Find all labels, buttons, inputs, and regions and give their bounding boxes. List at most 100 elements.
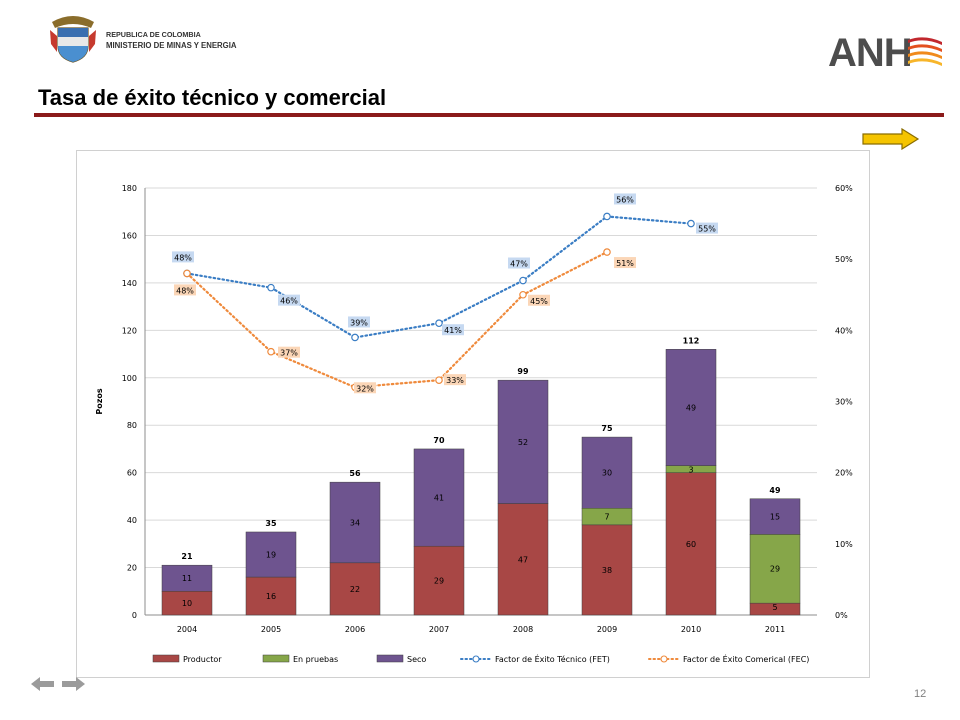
- point-label-box: [174, 284, 196, 296]
- y2-tick-label: 30%: [835, 398, 853, 407]
- government-line-1: REPUBLICA DE COLOMBIA: [106, 30, 201, 39]
- ministry-logo: REPUBLICA DE COLOMBIA MINISTERIO DE MINA…: [46, 12, 246, 68]
- bar-value-label: 7: [604, 513, 609, 522]
- bar-segment: [245, 531, 297, 578]
- bar-segment: [749, 534, 801, 604]
- legend-swatch: [262, 654, 290, 663]
- bar-total-label: 21: [181, 552, 193, 561]
- bar-value-label: 30: [602, 469, 612, 478]
- point-label: 48%: [174, 253, 192, 262]
- x-tick-label: 2008: [513, 625, 533, 634]
- y2-tick-label: 10%: [835, 540, 853, 549]
- bar-value-label: 34: [350, 518, 360, 527]
- legend-swatch: [152, 654, 180, 663]
- point-label-box: [508, 257, 530, 269]
- bar-value-label: 16: [266, 592, 276, 601]
- bar-value-label: 11: [182, 574, 192, 583]
- y-tick-label: 80: [127, 421, 137, 430]
- ministry-name: MINISTERIO DE MINAS Y ENERGIA: [106, 41, 237, 50]
- y2-tick-label: 60%: [835, 184, 853, 193]
- legend-label: En pruebas: [293, 655, 338, 664]
- series-point: [603, 212, 611, 221]
- bar-total-label: 56: [349, 469, 361, 478]
- y-tick-label: 160: [122, 231, 137, 240]
- series-point: [267, 283, 275, 292]
- coat-of-arms-icon: [50, 16, 96, 63]
- bar-value-label: 10: [182, 599, 192, 608]
- series-point: [183, 269, 191, 278]
- y2-tick-label: 40%: [835, 326, 853, 335]
- y-tick-label: 40: [127, 516, 137, 525]
- bar-segment: [497, 503, 549, 616]
- next-slide-small-arrow-icon[interactable]: [62, 677, 85, 691]
- legend-label: Productor: [183, 655, 222, 664]
- anh-flame-stripes-icon: [908, 37, 942, 66]
- point-label: 41%: [444, 326, 462, 335]
- bar-value-label: 22: [350, 585, 360, 594]
- y-axis-label: Pozos: [95, 388, 104, 415]
- bar-segment: [329, 481, 381, 564]
- legend-label: Factor de Éxito Comerical (FEC): [683, 653, 809, 664]
- bar-value-label: 5: [772, 603, 777, 612]
- point-label-box: [354, 382, 376, 394]
- anh-logo-text: ANH: [828, 31, 913, 75]
- point-label: 47%: [510, 260, 528, 269]
- x-tick-label: 2006: [345, 625, 365, 634]
- x-tick-label: 2007: [429, 625, 449, 634]
- page-number: 12: [914, 688, 927, 700]
- point-label-box: [696, 222, 718, 234]
- point-label-box: [444, 374, 466, 386]
- y2-tick-label: 50%: [835, 255, 853, 264]
- x-tick-label: 2005: [261, 625, 281, 634]
- bar-total-label: 70: [433, 436, 445, 445]
- point-label: 32%: [356, 384, 374, 393]
- legend-swatch: [376, 654, 404, 663]
- chart-frame: 0 20 40 60 80 100 120 140 160 180 0% 10% 20% 30% 40% 50…: [76, 150, 870, 678]
- point-label-box: [614, 257, 636, 269]
- series-point: [435, 319, 443, 328]
- legend-label: Factor de Éxito Técnico (FET): [495, 653, 610, 664]
- series-line: [185, 250, 609, 389]
- bar-segment: [329, 562, 381, 616]
- bar-value-label: 3: [688, 466, 693, 475]
- y-tick-label: 120: [122, 326, 137, 335]
- y-tick-label: 180: [122, 184, 137, 193]
- point-label-box: [278, 294, 300, 306]
- bar-value-label: 49: [686, 403, 696, 412]
- series-point: [435, 376, 443, 384]
- point-label: 48%: [176, 286, 194, 295]
- y-tick-label: 60: [127, 469, 137, 478]
- series-point: [267, 347, 275, 356]
- point-label-box: [348, 316, 370, 328]
- bar-segment: [581, 524, 633, 616]
- y2-tick-label: 20%: [835, 469, 853, 478]
- x-tick-label: 2010: [681, 625, 701, 634]
- bar-value-label: 52: [518, 438, 528, 447]
- bar-value-label: 47: [518, 555, 528, 564]
- previous-slide-arrow-icon[interactable]: [31, 677, 54, 691]
- point-label-box: [278, 346, 300, 358]
- bar-total-label: 49: [769, 486, 781, 495]
- series-point: [351, 333, 359, 342]
- legend-marker: [472, 655, 480, 663]
- bar-segment: [413, 448, 465, 547]
- point-label: 56%: [616, 195, 634, 204]
- x-tick-label: 2011: [765, 625, 785, 634]
- bar-segment: [161, 564, 213, 592]
- bar-segment: [665, 472, 717, 616]
- bar-value-label: 41: [434, 494, 444, 503]
- bar-total-label: 99: [517, 367, 529, 376]
- series-point: [519, 290, 527, 299]
- bar-total-label: 75: [601, 424, 613, 433]
- point-label: 45%: [530, 297, 548, 306]
- y-tick-label: 20: [127, 564, 137, 573]
- point-label: 39%: [350, 318, 368, 327]
- point-label: 46%: [280, 297, 298, 306]
- slide-title: Tasa de éxito técnico y comercial: [38, 85, 387, 110]
- next-slide-arrow-icon[interactable]: [862, 128, 920, 150]
- point-label-box: [442, 324, 464, 336]
- bar-value-label: 38: [602, 566, 612, 575]
- bar-total-label: 35: [265, 519, 277, 528]
- bar-value-label: 19: [266, 551, 276, 560]
- bar-value-label: 60: [686, 540, 696, 549]
